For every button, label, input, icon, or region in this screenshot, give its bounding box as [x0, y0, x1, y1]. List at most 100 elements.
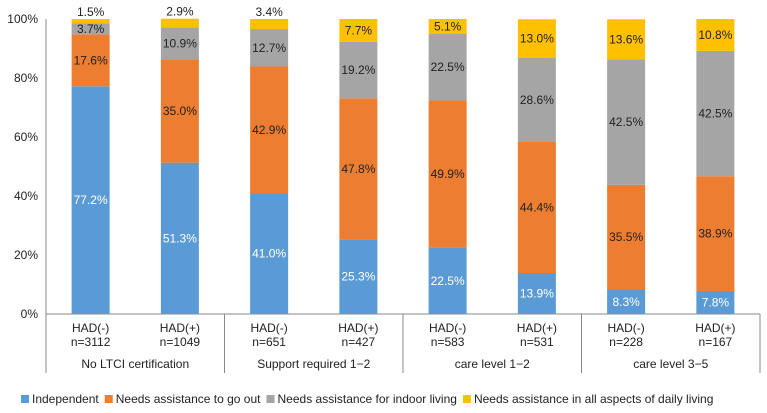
- legend-swatch: [21, 395, 29, 403]
- y-tick-label: 0%: [21, 307, 39, 321]
- bars: 77.2% 17.6% 3.7% 1.5% 51.3% 35.0% 10.9% 2.9% 41.…: [71, 5, 735, 314]
- bar-segment: [250, 193, 289, 314]
- bar-segment: [250, 66, 289, 194]
- data-label: 35.0%: [163, 104, 197, 118]
- legend: Independent Needs assistance to go out Nee…: [21, 392, 713, 406]
- bar-segment: [160, 18, 199, 28]
- data-label: 51.3%: [163, 231, 197, 245]
- bar-n-label: n=651: [252, 335, 286, 349]
- legend-swatch: [104, 395, 113, 403]
- legend-swatch: [266, 395, 275, 403]
- bar-segment: [160, 27, 199, 60]
- y-tick-label: 40%: [14, 189, 38, 203]
- data-label: 22.5%: [431, 60, 465, 74]
- data-label: 38.9%: [698, 227, 732, 241]
- x-axis: HAD(-)n=3112HAD(+)n=1049HAD(-)n=651HAD(+…: [45, 314, 761, 373]
- bar-segment: [71, 19, 110, 24]
- bar-segment: [607, 289, 646, 314]
- legend-label: Needs assistance in all aspects of daily…: [474, 392, 713, 406]
- bar-category-label: HAD(-): [72, 321, 109, 335]
- bar-segment: [607, 184, 646, 290]
- data-label: 44.4%: [520, 201, 554, 215]
- bar-segment: [428, 19, 467, 35]
- bar-segment: [250, 29, 289, 67]
- data-label: 42.9%: [252, 123, 286, 137]
- data-label: 12.7%: [252, 41, 286, 55]
- data-label: 10.9%: [163, 36, 197, 50]
- bar-segment: [696, 176, 735, 291]
- data-label: 13.0%: [520, 31, 554, 45]
- group-label: Support required 1−2: [257, 357, 370, 371]
- bar-segment: [71, 86, 110, 314]
- bar-n-label: n=1049: [160, 335, 201, 349]
- bar-segment: [339, 19, 378, 42]
- data-label: 1.5%: [77, 5, 105, 19]
- legend-swatch: [462, 395, 471, 403]
- data-label: 8.3%: [612, 295, 640, 309]
- bar-segment: [517, 57, 556, 143]
- bar-category-label: HAD(+): [517, 321, 557, 335]
- data-label: 25.3%: [341, 270, 375, 284]
- data-label: 22.5%: [431, 274, 465, 288]
- data-label: 17.6%: [74, 53, 108, 67]
- bar-segment: [696, 19, 735, 51]
- data-label: 41.0%: [252, 247, 286, 261]
- data-label: 42.5%: [609, 115, 643, 129]
- bar-category-label: HAD(-): [250, 321, 287, 335]
- bar-n-label: n=427: [342, 335, 376, 349]
- data-label: 49.9%: [431, 167, 465, 181]
- legend-label: Independent: [32, 392, 99, 406]
- bar-category-label: HAD(+): [338, 321, 378, 335]
- bar-segment: [517, 142, 556, 273]
- data-label: 3.4%: [255, 5, 283, 19]
- data-label: 35.5%: [609, 230, 643, 244]
- data-label: 5.1%: [434, 20, 462, 34]
- bar-category-label: HAD(-): [607, 321, 644, 335]
- bar-n-label: n=583: [431, 335, 465, 349]
- bar-segment: [339, 98, 378, 240]
- bar-segment: [607, 59, 646, 185]
- bar-segment: [339, 239, 378, 314]
- bar-segment: [160, 162, 199, 314]
- bar-segment: [250, 19, 289, 30]
- bar-segment: [428, 247, 467, 314]
- legend-label: Needs assistance to go out: [116, 392, 261, 406]
- bar-segment: [517, 19, 556, 58]
- data-label: 3.7%: [77, 22, 105, 36]
- data-label: 13.6%: [609, 32, 643, 46]
- bar-segment: [339, 41, 378, 99]
- y-tick-label: 80%: [14, 71, 38, 85]
- bar-category-label: HAD(-): [429, 321, 466, 335]
- bar-segment: [428, 100, 467, 248]
- bar-category-label: HAD(+): [160, 321, 200, 335]
- bar-segment: [160, 59, 199, 163]
- bar-segment: [517, 272, 556, 314]
- data-label: 28.6%: [520, 93, 554, 107]
- group-label: No LTCI certification: [81, 357, 189, 371]
- data-label: 19.2%: [341, 63, 375, 77]
- bar-category-label: HAD(+): [695, 321, 735, 335]
- y-tick-label: 100%: [7, 12, 38, 26]
- bar-n-label: n=531: [520, 335, 554, 349]
- group-label: care level 1−2: [455, 357, 530, 371]
- data-label: 13.9%: [520, 286, 554, 300]
- data-label: 7.8%: [702, 295, 730, 309]
- bar-segment: [71, 23, 110, 35]
- bar-segment: [696, 50, 735, 177]
- data-label: 47.8%: [341, 162, 375, 176]
- axes: 0% 20% 40% 60% 80% 100%: [7, 12, 760, 321]
- data-label: 7.7%: [345, 23, 373, 37]
- bar-segment: [71, 34, 110, 87]
- data-label: 42.5%: [698, 107, 732, 121]
- data-label: 10.8%: [698, 28, 732, 42]
- bar-n-label: n=228: [609, 335, 643, 349]
- data-label: 2.9%: [166, 5, 194, 19]
- group-label: care level 3−5: [633, 357, 708, 371]
- data-label: 77.2%: [74, 193, 108, 207]
- bar-segment: [428, 34, 467, 101]
- legend-label: Needs assistance for indoor living: [278, 392, 457, 406]
- y-tick-label: 60%: [14, 130, 38, 144]
- bar-segment: [696, 290, 735, 314]
- bar-segment: [607, 19, 646, 60]
